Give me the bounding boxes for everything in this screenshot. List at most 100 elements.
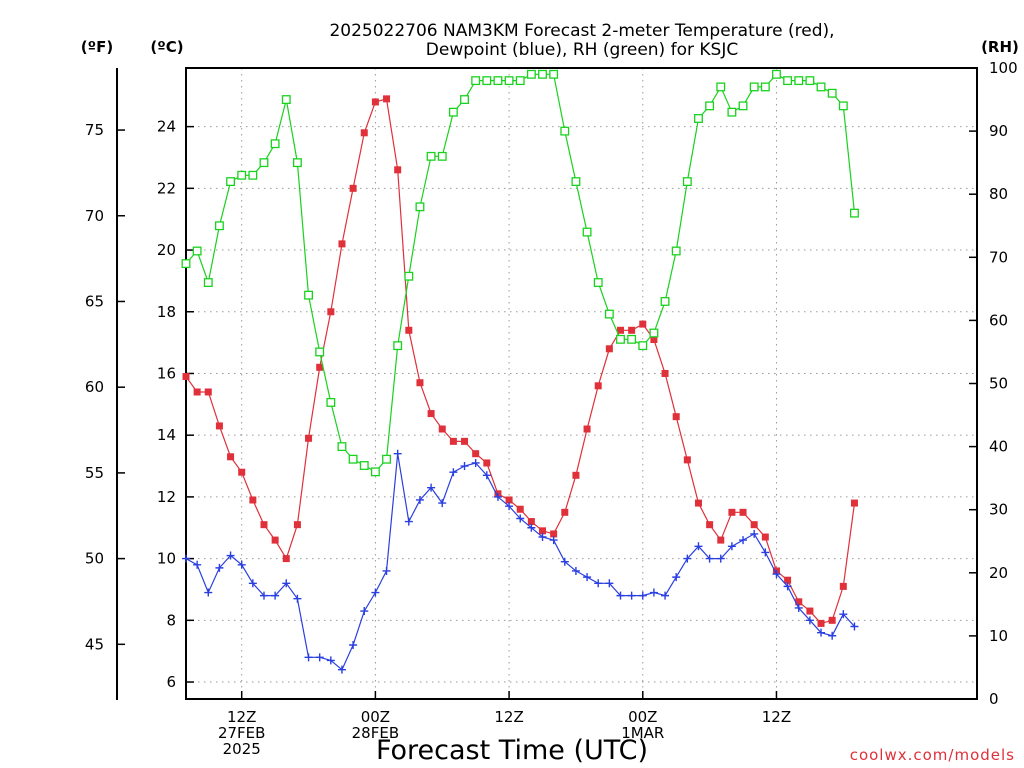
x-tick-label: 27FEB bbox=[218, 724, 265, 742]
dewpoint-point bbox=[382, 566, 391, 575]
temperature-point bbox=[249, 496, 257, 504]
rh-point bbox=[415, 202, 425, 212]
dewpoint-point bbox=[805, 616, 814, 625]
dewpoint-point bbox=[259, 591, 268, 600]
temperature-point bbox=[193, 388, 201, 396]
celsius-tick-label: 16 bbox=[157, 364, 176, 382]
rh-tick-label: 50 bbox=[989, 375, 1008, 393]
temperature-point bbox=[761, 533, 769, 541]
rh-point bbox=[604, 309, 614, 319]
dewpoint-point bbox=[850, 622, 859, 631]
rh-point bbox=[214, 221, 224, 231]
temperature-point bbox=[583, 425, 591, 433]
rh-point bbox=[816, 82, 826, 92]
rh-point bbox=[593, 278, 603, 287]
axes: 6 8 10 12 14 16 18 20 22 24 45 50 55 60 65 70 75 0 10 20 30 4… bbox=[85, 59, 1018, 708]
dewpoint-point bbox=[571, 566, 580, 575]
dewpoint-point bbox=[282, 579, 291, 588]
temperature-point bbox=[305, 434, 313, 442]
dewpoint-point bbox=[772, 570, 781, 579]
rh-tick-label: 60 bbox=[989, 311, 1008, 329]
dewpoint-point bbox=[583, 573, 592, 582]
fahrenheit-axis-unit: (ºF) bbox=[81, 38, 113, 56]
rh-point bbox=[538, 69, 547, 79]
rh-point bbox=[716, 82, 726, 92]
fahrenheit-tick-label: 45 bbox=[85, 635, 104, 653]
rh-point bbox=[248, 170, 258, 180]
temperature-point bbox=[605, 345, 613, 353]
celsius-tick-label: 10 bbox=[157, 550, 176, 568]
dewpoint-point bbox=[315, 653, 324, 662]
temperature-point bbox=[850, 499, 858, 507]
rh-point bbox=[259, 158, 269, 168]
rh-tick-label: 10 bbox=[989, 627, 1008, 645]
temperature-point bbox=[293, 521, 301, 529]
temperature-point bbox=[639, 320, 647, 328]
dewpoint-point bbox=[516, 514, 525, 523]
dewpoint-point bbox=[761, 548, 770, 557]
rh-point bbox=[270, 139, 280, 149]
temperature-point bbox=[505, 496, 513, 504]
dewpoint-point bbox=[794, 603, 803, 612]
fahrenheit-tick-label: 70 bbox=[85, 207, 104, 225]
rh-point bbox=[749, 82, 759, 92]
fahrenheit-tick-label: 75 bbox=[85, 121, 104, 139]
series-group bbox=[181, 69, 859, 674]
rh-point bbox=[638, 341, 648, 351]
fahrenheit-tick-label: 60 bbox=[85, 378, 104, 396]
rh-point bbox=[772, 69, 781, 79]
dewpoint-point bbox=[182, 554, 190, 563]
rh-tick-label: 90 bbox=[989, 122, 1008, 140]
dewpoint-point bbox=[271, 591, 280, 600]
fahrenheit-tick-label: 50 bbox=[85, 550, 104, 568]
temperature-point bbox=[594, 382, 602, 390]
dewpoint-point bbox=[672, 573, 681, 582]
temperature-point bbox=[717, 536, 725, 544]
rh-point bbox=[738, 101, 748, 111]
celsius-tick-label: 12 bbox=[157, 488, 176, 506]
temperature-point bbox=[539, 527, 547, 535]
rh-point bbox=[404, 271, 414, 281]
x-tick-label: 00Z bbox=[628, 708, 657, 726]
dewpoint-point bbox=[739, 536, 748, 545]
temperature-point bbox=[739, 508, 747, 516]
x-tick-label: 28FEB bbox=[352, 724, 399, 742]
dewpoint-point bbox=[661, 591, 670, 600]
rh-point bbox=[838, 101, 848, 111]
dewpoint-point bbox=[449, 468, 458, 477]
celsius-tick-label: 24 bbox=[157, 118, 176, 136]
dewpoint-point bbox=[471, 458, 480, 467]
rh-point bbox=[304, 290, 313, 300]
x-tick-label: 12Z bbox=[227, 708, 256, 726]
celsius-tick-label: 20 bbox=[157, 241, 176, 259]
celsius-tick-label: 22 bbox=[157, 179, 176, 197]
rh-tick-label: 30 bbox=[989, 501, 1008, 519]
dewpoint-point bbox=[226, 551, 235, 560]
dewpoint-point bbox=[683, 554, 692, 563]
temperature-point bbox=[238, 468, 246, 476]
rh-line bbox=[185, 73, 856, 473]
temperature-point bbox=[472, 450, 480, 458]
rh-point bbox=[426, 151, 436, 161]
temperature-point bbox=[461, 437, 469, 445]
dewpoint-point bbox=[750, 529, 759, 538]
rh-point bbox=[760, 82, 770, 92]
rh-point bbox=[437, 151, 447, 161]
dewpoint-point bbox=[371, 588, 380, 597]
rh-point bbox=[281, 95, 291, 104]
temperature-point bbox=[650, 336, 658, 344]
dewpoint-point bbox=[705, 554, 714, 563]
rh-point bbox=[526, 69, 536, 79]
fahrenheit-tick-label: 55 bbox=[85, 464, 104, 482]
dewpoint-point bbox=[817, 628, 826, 637]
temperature-point bbox=[260, 521, 268, 529]
rh-point bbox=[460, 95, 469, 104]
temperature-point bbox=[371, 98, 379, 106]
rh-tick-label: 70 bbox=[989, 248, 1008, 266]
temperature-point bbox=[316, 363, 324, 371]
temperature-point bbox=[572, 471, 580, 479]
temperature-point bbox=[750, 521, 758, 529]
rh-point bbox=[382, 454, 391, 464]
rh-point bbox=[393, 341, 403, 351]
dewpoint-point bbox=[560, 557, 569, 566]
